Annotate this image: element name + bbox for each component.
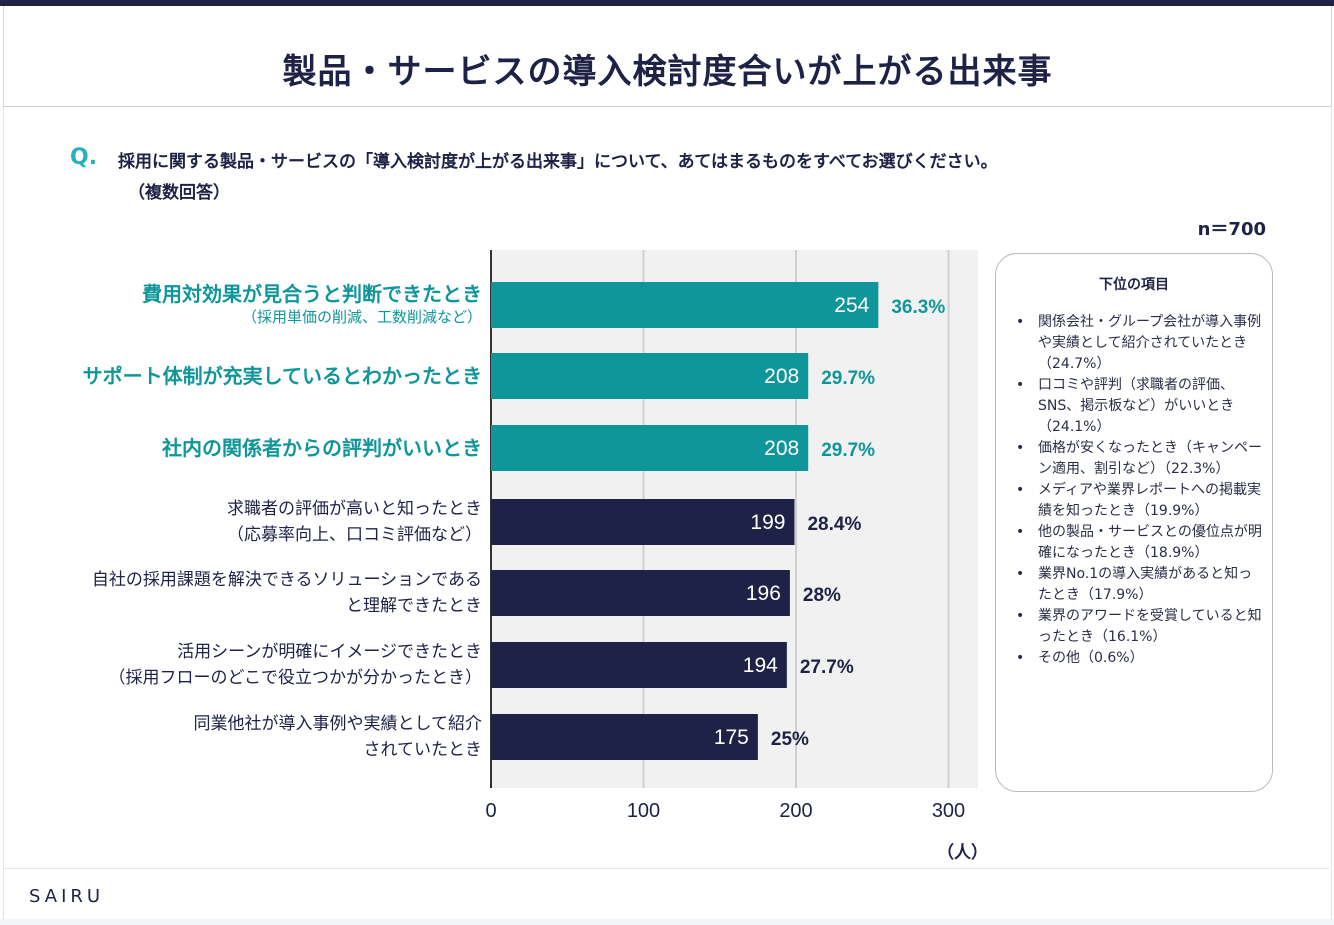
top-accent-bar <box>0 0 1334 6</box>
category-label-main: 費用対効果が見合うと判断できたとき <box>142 282 482 306</box>
bar-percent-label: 28% <box>803 585 841 606</box>
category-label-sub: （採用単価の削減、工数削減など） <box>241 308 482 326</box>
bar <box>491 642 787 688</box>
bar-percent-label: 29.7% <box>821 368 875 389</box>
x-tick-label: 0 <box>485 800 496 822</box>
category-label-sub: と理解できたとき <box>346 596 482 616</box>
sample-size-label: n＝700 <box>1197 219 1266 240</box>
category-label-main: 求職者の評価が高いと知ったとき <box>227 499 482 519</box>
category-label: サポート体制が充実しているとわかったとき <box>83 363 482 389</box>
category-label: 活用シーンが明確にイメージできたとき （採用フローのどこで役立つかが分かったとき） <box>109 639 483 691</box>
bar-value-label: 199 <box>750 511 785 534</box>
bar-percent-label: 27.7% <box>800 657 854 678</box>
question-note: （複数回答） <box>128 183 230 203</box>
lower-item: 価格が安くなったとき（キャンペーン適用、割引など）（22.3%） <box>1014 438 1262 480</box>
category-label-main: 活用シーンが明確にイメージできたとき <box>177 642 482 662</box>
category-label-sub: （採用フローのどこで役立つかが分かったとき） <box>108 668 483 688</box>
bar-value-label: 208 <box>764 437 799 460</box>
lower-item: その他（0.6%） <box>1014 648 1262 669</box>
x-tick-label: 100 <box>627 800 660 822</box>
lower-items-title: 下位の項目 <box>1099 277 1169 293</box>
lower-item: 口コミや評判（求職者の評価、SNS、掲示板など）がいいとき（24.1%） <box>1014 375 1262 438</box>
bar <box>491 353 809 399</box>
lower-items-panel: 下位の項目 関係会社・グループ会社が導入事例や実績として紹介されていたとき（24… <box>995 253 1273 792</box>
question-mark: Q. <box>70 145 98 170</box>
bar-percent-label: 25% <box>771 729 809 750</box>
bottom-strip <box>0 919 1334 925</box>
bar-value-label: 254 <box>834 294 869 317</box>
category-label: 費用対効果が見合うと判断できたとき （採用単価の削減、工数削減など） <box>142 281 482 327</box>
category-label: 自社の採用課題を解決できるソリューションであると理解できたとき <box>92 567 482 619</box>
lower-item: 他の製品・サービスとの優位点が明確になったとき（18.9%） <box>1014 522 1262 564</box>
page-title: 製品・サービスの導入検討度合いが上がる出来事 <box>282 52 1053 92</box>
brand-logo: SAIRU <box>29 886 105 907</box>
lower-item: 業界No.1の導入実績があると知ったとき（17.9%） <box>1014 564 1262 606</box>
bar <box>491 570 790 616</box>
category-label-main: 自社の採用課題を解決できるソリューションである <box>91 570 482 590</box>
bar-value-label: 194 <box>743 654 778 677</box>
category-label-main: 同業他社が導入事例や実績として紹介 <box>193 714 483 734</box>
category-label-main: 社内の関係者からの評判がいいとき <box>162 436 482 460</box>
category-label-sub: されていたとき <box>363 740 483 760</box>
category-label-sub: （応募率向上、口コミ評価など） <box>227 525 482 545</box>
lower-item: 関係会社・グループ会社が導入事例や実績として紹介されていたとき（24.7%） <box>1014 312 1262 375</box>
footer-divider <box>3 868 1330 869</box>
lower-items-list: 関係会社・グループ会社が導入事例や実績として紹介されていたとき（24.7%） 口… <box>1014 312 1262 669</box>
lower-item: メディアや業界レポートへの掲載実績を知ったとき（19.9%） <box>1014 480 1262 522</box>
x-tick-label: 300 <box>932 800 965 822</box>
bar <box>491 425 809 471</box>
bar <box>491 714 758 760</box>
category-label: 求職者の評価が高いと知ったとき （応募率向上、口コミ評価など） <box>227 496 482 548</box>
lower-item: 業界のアワードを受賞していると知ったとき（16.1%） <box>1014 606 1262 648</box>
x-axis-unit: （人） <box>937 843 988 863</box>
bar-value-label: 208 <box>764 365 799 388</box>
main-panel <box>3 107 1332 919</box>
category-label: 社内の関係者からの評判がいいとき <box>162 435 482 461</box>
bar-value-label: 196 <box>746 582 781 605</box>
question-text: 採用に関する製品・サービスの「導入検討度が上がる出来事」について、あてはまるもの… <box>118 152 998 172</box>
category-label-main: サポート体制が充実しているとわかったとき <box>82 364 482 388</box>
x-tick-label: 200 <box>779 800 812 822</box>
category-label: 同業他社が導入事例や実績として紹介されていたとき <box>194 711 483 763</box>
bar <box>491 499 795 545</box>
bar-value-label: 175 <box>714 726 749 749</box>
bar-percent-label: 29.7% <box>821 440 875 461</box>
bar-percent-label: 36.3% <box>891 297 945 318</box>
title-box: 製品・サービスの導入検討度合いが上がる出来事 <box>3 6 1332 107</box>
bar-percent-label: 28.4% <box>807 514 861 535</box>
bar <box>491 282 879 328</box>
